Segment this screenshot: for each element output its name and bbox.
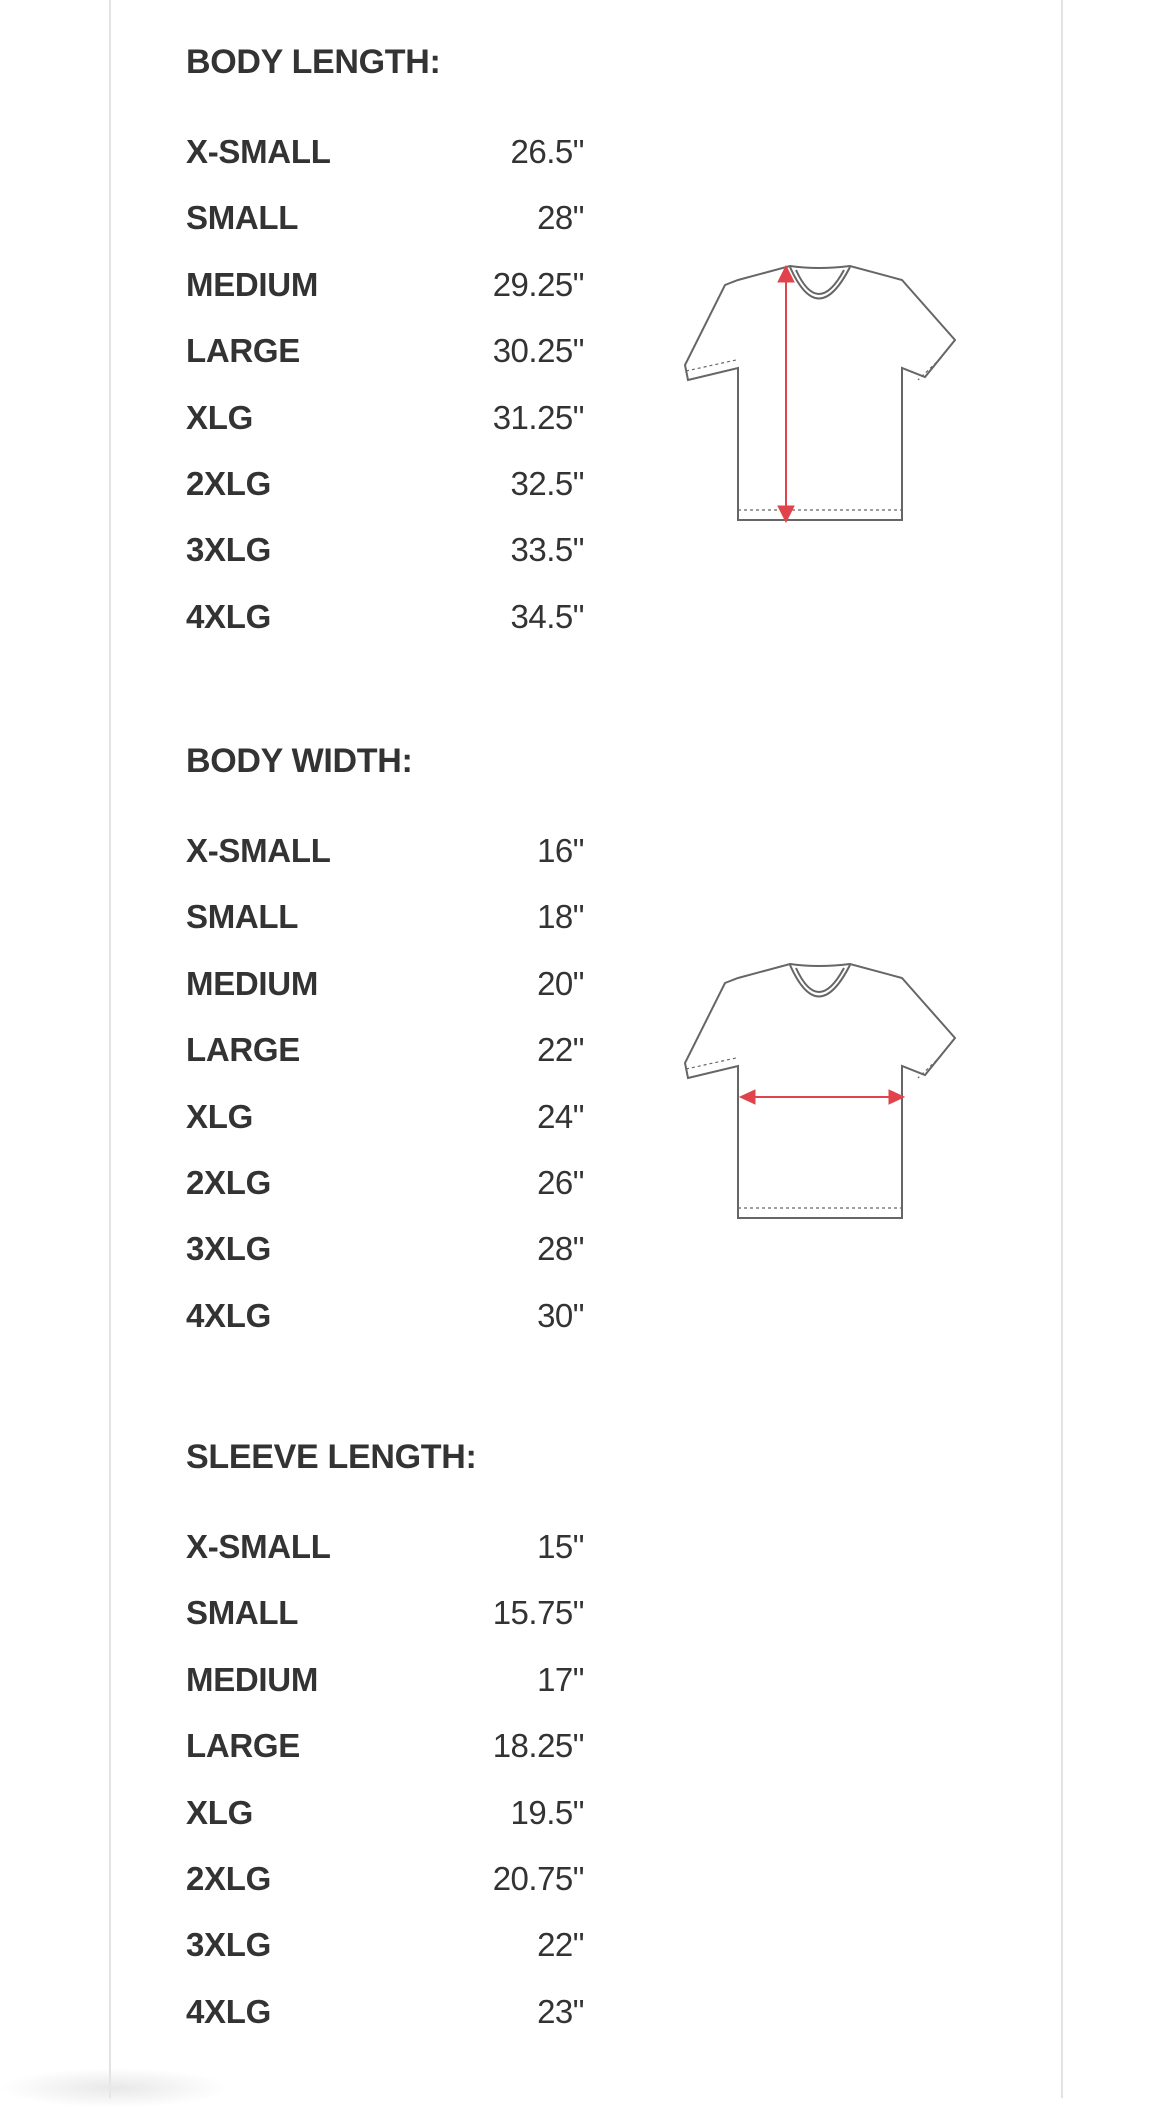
size-value: 17" [537,1660,584,1698]
size-value: 29.25" [492,265,585,303]
size-value: 20" [537,964,584,1002]
size-row: SMALL 15.75" [186,1593,585,1659]
size-row: XLG 19.5" [186,1793,585,1859]
size-value: 20.75" [492,1859,585,1897]
size-value: 28" [537,199,584,237]
section-body-width: BODY WIDTH: X-SMALL 16" SMALL 18" MEDIUM 20" LA… [186,741,606,1362]
shadow-decoration [0,2068,230,2108]
size-label: 3XLG [186,1926,271,1964]
section-heading: BODY LENGTH: [186,43,441,81]
size-label: 4XLG [186,1992,271,2030]
size-label: X-SMALL [186,133,331,170]
size-value: 30.25" [492,332,585,370]
size-label: 4XLG [186,1296,271,1334]
size-label: X-SMALL [186,832,331,869]
size-value: 22" [537,1031,584,1069]
size-row: X-SMALL 26.5" [186,132,585,198]
size-row: XLG 31.25" [186,398,585,464]
size-label: 2XLG [186,1163,271,1201]
size-value: 33.5" [510,531,585,569]
tshirt-body-length-icon [683,264,957,524]
size-value: 30" [537,1296,584,1334]
size-label: 4XLG [186,597,271,635]
size-value: 32.5" [510,464,585,502]
size-value: 19.5" [510,1793,585,1831]
size-row: 4XLG 23" [186,1992,584,2058]
size-row: LARGE 22" [186,1030,584,1096]
size-value: 18.25" [492,1727,585,1765]
size-list: X-SMALL 16" SMALL 18" MEDIUM 20" LARGE 22" XLG 24… [186,831,606,1362]
section-heading: BODY WIDTH: [186,742,413,780]
size-label: MEDIUM [186,1660,319,1698]
size-value: 31.25" [492,398,585,436]
size-label: 2XLG [186,464,271,502]
size-label: 2XLG [186,1859,271,1897]
size-value: 15.75" [492,1594,585,1632]
size-row: SMALL 28" [186,198,584,264]
size-label: 3XLG [186,531,271,569]
size-row: MEDIUM 20" [186,964,584,1030]
section-body-length: BODY LENGTH: X-SMALL 26.5" SMALL 28" MEDIUM 29… [186,42,606,663]
size-row: LARGE 18.25" [186,1726,585,1792]
size-row: MEDIUM 29.25" [186,265,585,331]
size-row: 2XLG 32.5" [186,464,585,530]
size-label: MEDIUM [186,964,319,1002]
size-row: 4XLG 34.5" [186,597,585,663]
size-row: X-SMALL 16" [186,831,584,897]
size-label: XLG [186,1097,253,1135]
size-label: 3XLG [186,1230,271,1268]
size-value: 26" [537,1163,584,1201]
size-label: XLG [186,398,253,436]
size-value: 26.5" [510,133,585,170]
size-row: MEDIUM 17" [186,1660,584,1726]
size-row: 4XLG 30" [186,1296,584,1362]
size-list: X-SMALL 15" SMALL 15.75" MEDIUM 17" LARGE 18.25… [186,1527,606,2058]
size-row: 3XLG 22" [186,1925,584,1991]
size-label: SMALL [186,199,299,237]
size-row: SMALL 18" [186,897,584,963]
size-chart-card [109,0,1063,2098]
size-value: 28" [537,1230,584,1268]
size-label: LARGE [186,332,301,370]
section-sleeve-length: SLEEVE LENGTH: X-SMALL 15" SMALL 15.75" MEDIU… [186,1437,606,2058]
size-value: 24" [537,1097,584,1135]
size-row: X-SMALL 15" [186,1527,584,1593]
size-value: 23" [537,1992,584,2030]
size-value: 22" [537,1926,584,1964]
size-label: MEDIUM [186,265,319,303]
size-row: 3XLG 33.5" [186,530,585,596]
size-value: 16" [537,832,584,869]
size-row: XLG 24" [186,1097,584,1163]
tshirt-body-width-icon [683,962,957,1219]
size-row: 2XLG 26" [186,1163,584,1229]
size-row: 2XLG 20.75" [186,1859,585,1925]
size-row: 3XLG 28" [186,1229,584,1295]
size-label: SMALL [186,1594,299,1632]
section-heading: SLEEVE LENGTH: [186,1438,477,1476]
size-label: XLG [186,1793,253,1831]
size-value: 15" [537,1528,584,1565]
size-value: 18" [537,898,584,936]
size-row: LARGE 30.25" [186,331,585,397]
size-label: LARGE [186,1727,301,1765]
size-value: 34.5" [510,597,585,635]
size-label: X-SMALL [186,1528,331,1565]
size-list: X-SMALL 26.5" SMALL 28" MEDIUM 29.25" LARGE 30.… [186,132,606,663]
size-label: LARGE [186,1031,301,1069]
size-label: SMALL [186,898,299,936]
